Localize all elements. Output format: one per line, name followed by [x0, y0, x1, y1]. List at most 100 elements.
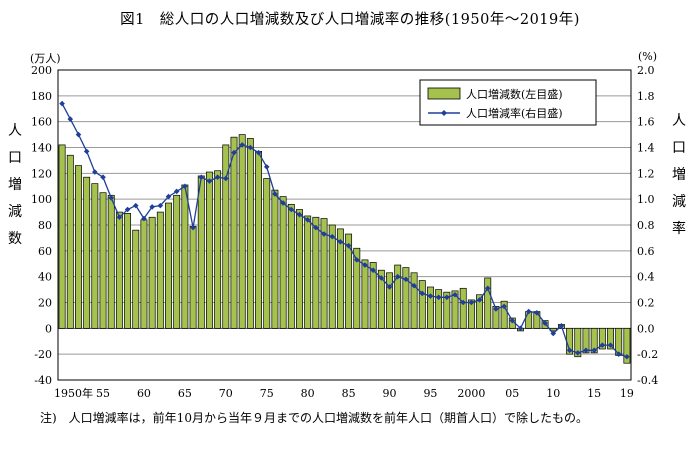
bar-2004 — [500, 300, 508, 329]
left-tick-label: 80 — [38, 219, 52, 232]
rate-point-1971 — [231, 149, 237, 156]
left-tick-label: 180 — [31, 90, 52, 103]
x-tick-label: 55 — [96, 387, 110, 400]
legend-bar-label: 人口増減数(左目盛) — [466, 87, 563, 101]
right-tick-label: 1.6 — [637, 116, 655, 129]
bar-1968 — [205, 171, 213, 329]
left-tick-label: 0 — [45, 322, 52, 335]
left-tick-label: 40 — [38, 271, 52, 284]
rate-point-1996 — [435, 294, 442, 301]
bar-1997 — [443, 291, 451, 329]
rate-point-2001 — [476, 297, 483, 303]
bar-1991 — [394, 264, 402, 329]
left-tick-label: -40 — [34, 374, 52, 387]
right-tick-label: 1.0 — [637, 193, 655, 206]
bar-1956 — [107, 194, 115, 329]
rate-point-1972 — [239, 142, 245, 148]
bar-1976 — [271, 189, 279, 329]
bar-1963 — [165, 202, 172, 329]
rate-point-2000 — [468, 299, 475, 306]
rate-point-1959 — [132, 202, 139, 209]
rate-point-1976 — [272, 191, 278, 197]
rate-point-1985 — [345, 242, 352, 249]
bar-1986 — [353, 247, 361, 329]
rate-point-1955 — [100, 174, 106, 181]
bar-1992 — [402, 267, 410, 329]
rate-point-1978 — [288, 206, 295, 213]
rate-point-2011 — [558, 322, 565, 329]
right-tick-label: 0.2 — [637, 297, 655, 310]
x-tick-label: 80 — [301, 387, 315, 400]
rate-point-1988 — [370, 267, 376, 274]
bar-1984 — [336, 228, 344, 329]
rate-point-1964 — [173, 188, 180, 195]
bar-1975 — [263, 178, 271, 329]
rate-point-1983 — [329, 233, 336, 240]
x-tick-label: 65 — [178, 387, 192, 400]
rate-point-1975 — [263, 164, 270, 170]
right-tick-label: 0.8 — [637, 219, 655, 232]
rate-point-1995 — [427, 293, 434, 299]
bar-1954 — [91, 183, 99, 329]
rate-point-1968 — [206, 178, 213, 184]
rate-line — [61, 103, 628, 358]
bar-1999 — [459, 287, 467, 329]
rate-point-1953 — [83, 148, 90, 155]
rate-point-1980 — [304, 217, 311, 223]
bar-2017 — [607, 327, 614, 350]
bar-1950 — [58, 144, 66, 329]
bar-1982 — [320, 218, 328, 329]
bar-1981 — [312, 216, 320, 329]
rate-point-1990 — [386, 284, 393, 290]
rate-point-2013 — [574, 350, 581, 356]
rate-point-1994 — [419, 290, 426, 297]
rate-point-1991 — [394, 273, 401, 280]
bar-1974 — [255, 151, 262, 329]
bar-1952 — [75, 165, 82, 329]
x-tick-label: 1950年 — [54, 386, 93, 400]
rate-point-1982 — [321, 231, 327, 237]
bar-2016 — [598, 327, 606, 350]
rate-point-1963 — [165, 193, 172, 200]
bar-1995 — [427, 286, 434, 329]
rate-point-1957 — [116, 214, 123, 221]
rate-point-2015 — [591, 347, 597, 354]
rate-point-1999 — [460, 299, 466, 306]
legend-box — [419, 79, 597, 126]
left-tick-label: 120 — [31, 167, 52, 180]
right-axis-title-char: 率 — [672, 221, 686, 237]
rate-point-1973 — [247, 144, 254, 151]
rate-point-1970 — [223, 175, 229, 182]
left-tick-label: 100 — [31, 193, 52, 206]
bar-2001 — [476, 294, 484, 329]
bar-1993 — [410, 272, 418, 329]
x-tick-label: 15 — [587, 387, 601, 400]
x-tick-label: 70 — [219, 387, 233, 400]
x-tick-label: 95 — [423, 387, 437, 400]
bar-1966 — [189, 225, 197, 329]
bar-2002 — [484, 277, 492, 329]
left-axis-title-char: 増 — [8, 177, 22, 193]
bar-1985 — [345, 233, 353, 329]
right-axis-title-char: 口 — [672, 140, 686, 156]
rate-point-1967 — [198, 174, 205, 181]
bar-2019 — [623, 327, 631, 364]
bar-1983 — [328, 224, 336, 329]
rate-point-1952 — [75, 131, 82, 138]
legend-line-label: 人口増減率(右目盛) — [466, 106, 563, 120]
rate-point-2016 — [599, 342, 606, 348]
bar-1987 — [361, 259, 369, 329]
rate-point-2019 — [624, 353, 630, 360]
left-axis-title-char: 口 — [8, 150, 22, 166]
rate-point-1987 — [362, 262, 368, 268]
rate-point-2004 — [501, 303, 507, 310]
rate-point-1960 — [141, 215, 147, 222]
rate-point-2010 — [550, 330, 557, 337]
bar-1994 — [418, 280, 426, 329]
right-axis-title-char: 減 — [672, 194, 686, 210]
rate-point-1969 — [214, 174, 221, 181]
bar-1998 — [451, 290, 459, 329]
bar-1970 — [222, 144, 230, 329]
rate-point-2017 — [607, 342, 614, 348]
